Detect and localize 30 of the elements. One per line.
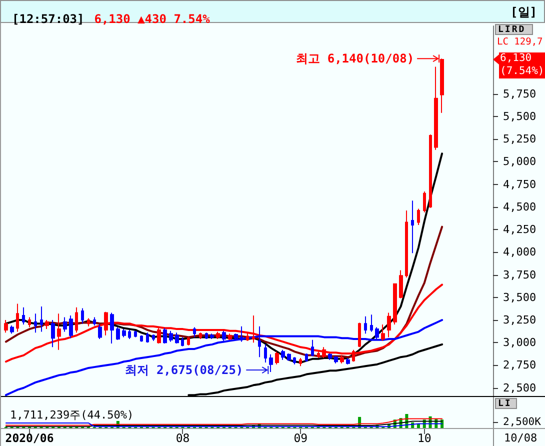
- y-tick-label: 2,750: [503, 358, 536, 372]
- annotation: 최고 6,140(10/08): [296, 52, 414, 66]
- buttons: LIRD: [495, 24, 533, 35]
- y-tick-label: 2,500: [503, 381, 536, 394]
- y-tick-label: 5,000: [503, 155, 536, 168]
- y-tick-label: 5,500: [503, 110, 536, 123]
- annotation: 1,711,239주(44.50%): [10, 408, 134, 422]
- y-tick-label: 5,250: [503, 132, 536, 146]
- text: 2,500K: [503, 416, 542, 428]
- y-tick-label: 3,250: [503, 314, 536, 327]
- x-tick-label: 10: [417, 431, 432, 445]
- y-tick-label: 4,000: [503, 246, 536, 259]
- x-tick-label: 08: [176, 431, 190, 445]
- buttons: LI: [495, 398, 517, 409]
- y-tick-label: 3,000: [503, 336, 536, 350]
- y-tick-label: 4,250: [503, 223, 536, 236]
- chart-subtitle: 6,130 ▲430 7.54%: [94, 12, 211, 26]
- x-tick-label: 2020/06: [5, 431, 54, 445]
- y-tick-label: 4,750: [503, 178, 536, 191]
- y-tick-label: 3,750: [503, 268, 536, 282]
- y-tick-label: 5,750: [503, 87, 536, 100]
- text: [일]: [510, 5, 537, 19]
- text: 6,130 (7.54%): [500, 52, 544, 78]
- x-tick-label: 09: [294, 431, 308, 445]
- annotation: 최저 2,675(08/25): [125, 363, 244, 378]
- chart-title: [12:57:03]: [12, 12, 84, 26]
- text: 10/08: [504, 432, 538, 444]
- y-tick-label: 4,500: [503, 200, 536, 214]
- y-tick-label: 3,500: [503, 290, 536, 304]
- text: LC 129,7: [497, 36, 543, 48]
